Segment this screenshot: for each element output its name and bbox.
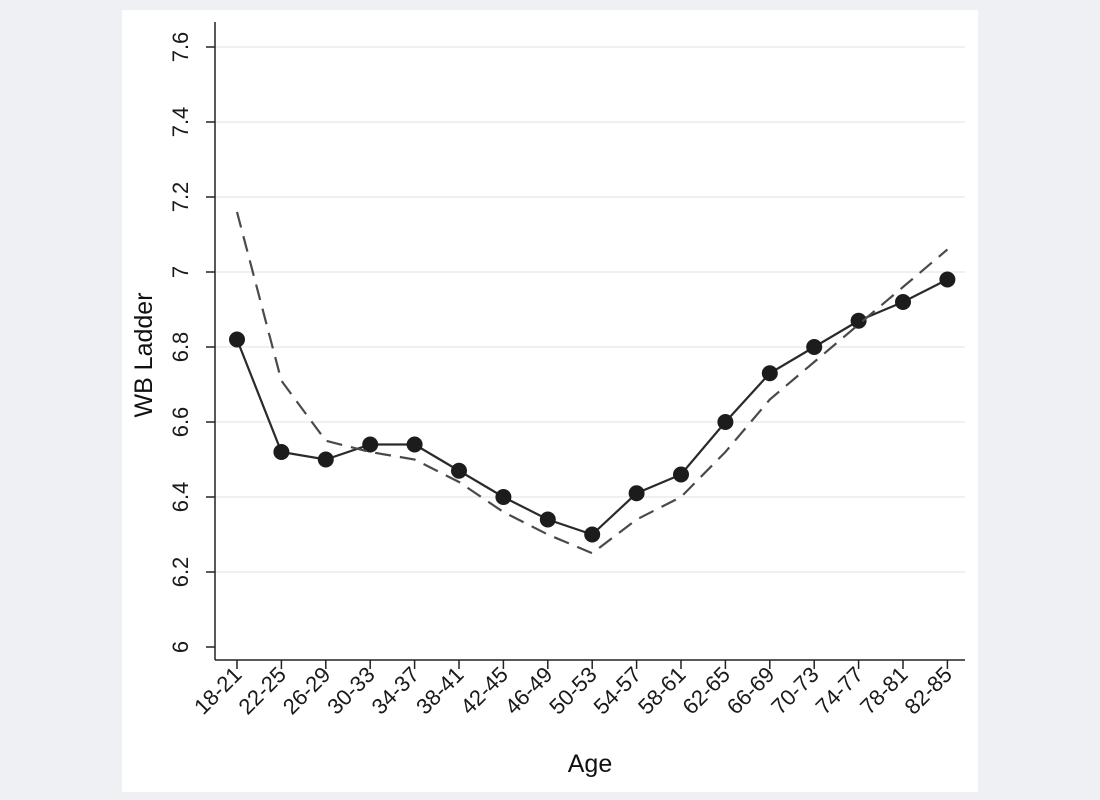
y-tick-label: 6.8 (168, 332, 193, 363)
x-axis-title: Age (568, 750, 612, 778)
data-point-observed (451, 462, 467, 479)
x-tick-label: 38-41 (411, 662, 468, 719)
x-tick-label: 82-85 (899, 662, 956, 719)
data-point-observed (673, 466, 689, 483)
data-point-observed (717, 414, 734, 430)
x-tick-label: 70-73 (766, 662, 823, 719)
data-point-observed (806, 339, 823, 355)
data-point-observed (273, 444, 290, 460)
data-point-observed (761, 365, 778, 382)
data-point-observed (539, 511, 556, 528)
y-tick-label: 6 (168, 641, 193, 653)
x-tick-label: 18-21 (189, 662, 246, 719)
x-tick-label: 42-45 (455, 662, 512, 719)
series-line-fitted (235, 211, 949, 555)
data-point-observed (628, 485, 645, 502)
data-point-observed (895, 294, 911, 310)
x-tick-label: 34-37 (367, 662, 424, 719)
x-tick-label: 66-69 (722, 662, 779, 719)
data-point-observed (584, 526, 601, 543)
y-tick-label: 7 (168, 266, 193, 278)
data-point-observed (850, 312, 867, 329)
y-tick-label: 6.6 (168, 407, 193, 438)
x-tick-label: 26-29 (278, 662, 335, 719)
data-point-observed (939, 271, 956, 288)
x-tick-label: 58-61 (633, 662, 690, 719)
y-tick-label: 7.4 (168, 107, 193, 138)
y-tick-label: 7.6 (168, 32, 193, 63)
y-axis-title: WB Ladder (130, 292, 158, 417)
y-tick-label: 6.4 (168, 482, 193, 513)
x-tick-label: 50-53 (544, 662, 601, 719)
chart-figure: 6 6.2 6.4 6.6 6.8 7 7.2 7.4 7.6 18-21 22-25 26-29 30… (122, 10, 978, 792)
data-point-observed (229, 331, 245, 348)
data-point-observed (317, 451, 334, 468)
x-tick-label: 74-77 (811, 662, 868, 719)
x-tick-label: 78-81 (855, 662, 912, 719)
x-tick-label: 54-57 (589, 662, 646, 719)
data-point-observed (362, 436, 379, 453)
data-point-observed (495, 489, 512, 505)
x-tick-label: 46-49 (500, 662, 557, 719)
line-chart: 6 6.2 6.4 6.6 6.8 7 7.2 7.4 7.6 18-2122-2526-2930… (130, 22, 965, 778)
y-tick-label: 7.2 (168, 182, 193, 213)
x-tick-label: 30-33 (322, 662, 379, 719)
data-point-observed (406, 436, 423, 453)
x-tick-label: 62-65 (677, 662, 734, 719)
y-tick-label: 6.2 (168, 557, 193, 588)
x-tick-label: 22-25 (233, 662, 290, 719)
